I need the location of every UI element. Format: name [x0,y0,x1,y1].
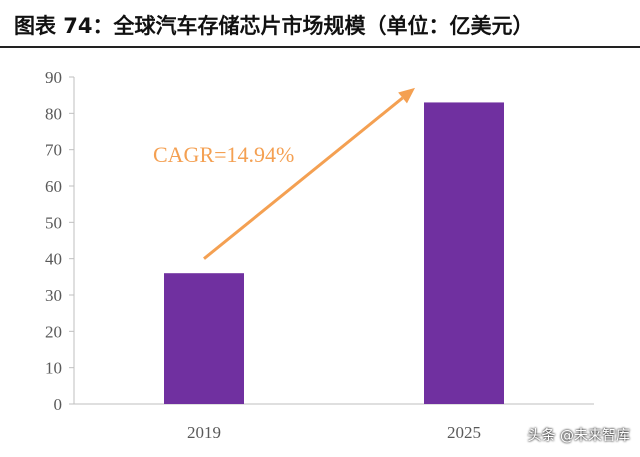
y-tick-label: 90 [45,68,62,87]
bar [424,102,504,404]
chart-title: 图表 74：全球汽车存储芯片市场规模（单位：亿美元） [14,14,534,38]
cagr-arrow-head [398,87,415,104]
x-tick-label: 2025 [447,423,481,442]
x-tick-label: 2019 [187,423,221,442]
watermark: 头条 @未来智库 [527,428,630,444]
y-tick-label: 60 [45,177,62,196]
bar [164,273,244,404]
y-tick-label: 10 [45,359,62,378]
y-tick-label: 80 [45,104,62,123]
y-tick-label: 0 [54,395,63,414]
title-divider [0,46,640,48]
y-tick-label: 50 [45,213,62,232]
y-tick-label: 70 [45,141,62,160]
y-tick-label: 30 [45,286,62,305]
cagr-label: CAGR=14.94% [153,142,294,167]
cagr-arrow [203,96,404,260]
y-tick-label: 20 [45,322,62,341]
y-tick-label: 40 [45,250,62,269]
